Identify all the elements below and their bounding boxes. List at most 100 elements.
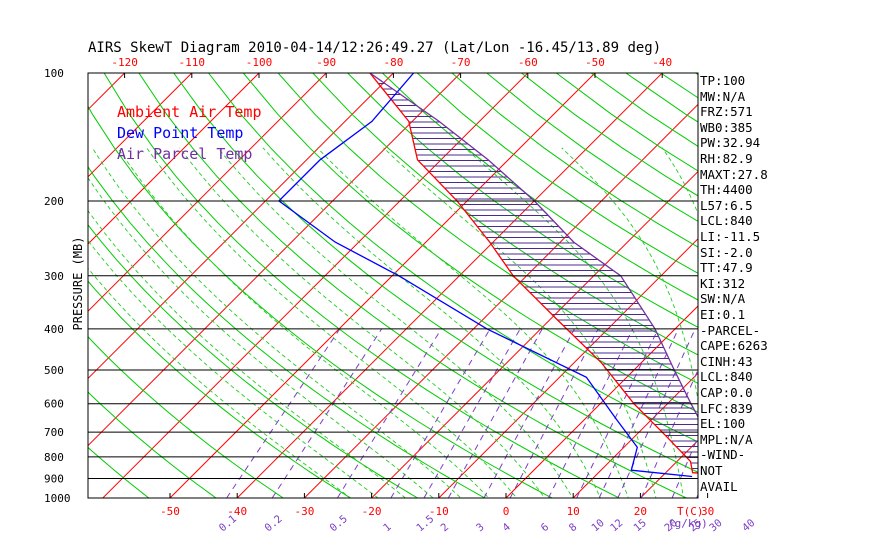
index-entry: LFC:839	[700, 400, 753, 416]
parcel-temp-profile	[369, 73, 698, 419]
bottom-temp-tick-label: -40	[227, 505, 247, 518]
dry-adiabat-line	[242, 73, 698, 413]
mixing-ratio-tick-label: 3	[474, 521, 487, 534]
bottom-temp-tick-label: -30	[294, 505, 314, 518]
mixing-ratio-line	[750, 329, 813, 498]
top-temp-tick-label: -60	[518, 56, 538, 69]
dry-adiabat-line	[835, 73, 870, 507]
dry-adiabat-line	[347, 73, 698, 328]
bottom-temp-tick-label: 20	[634, 505, 647, 518]
legend-entry: Dew Point Temp	[117, 124, 243, 142]
index-entry: WB0:385	[700, 119, 753, 135]
index-entry: -PARCEL-	[700, 322, 761, 338]
bottom-temp-tick-label: -10	[429, 505, 449, 518]
index-entry: CAP:0.0	[700, 385, 753, 400]
mixing-ratio-line	[547, 328, 634, 498]
isotherm-line	[88, 73, 193, 178]
mixing-ratio-tick-label: 1	[381, 521, 394, 534]
top-temp-tick-label: -80	[383, 56, 403, 69]
moist-adiabat-line	[217, 147, 574, 498]
bottom-temp-tick-label: -50	[160, 505, 180, 518]
mixing-ratio-line	[226, 328, 341, 498]
dry-adiabat-line	[800, 73, 870, 507]
index-entry: MPL:N/A	[700, 431, 753, 447]
isotherm-line	[505, 305, 698, 498]
index-entry: SW:N/A	[700, 291, 746, 307]
top-temp-tick-label: -100	[246, 56, 273, 69]
index-entry: L57:6.5	[700, 197, 753, 213]
pressure-tick-label: 400	[44, 323, 64, 336]
mixing-ratio-tick-label: 8	[567, 521, 580, 534]
isotherm-line	[438, 238, 698, 498]
pressure-tick-label: 500	[44, 364, 64, 377]
dry-adiabat-line	[312, 73, 698, 356]
moist-adiabat-line	[262, 147, 601, 498]
legend-entry: Ambient Air Temp	[117, 103, 262, 121]
dry-adiabat-line	[416, 73, 698, 274]
dewpoint-temp-profile	[277, 73, 693, 478]
mixing-ratio-tick-label: 30	[707, 517, 724, 534]
dry-adiabat-line	[382, 73, 698, 301]
mixing-ratio-tick-label: 6	[539, 521, 552, 534]
index-entry: SI:-2.0	[700, 244, 753, 260]
top-temp-tick-label: -70	[451, 56, 471, 69]
dry-adiabat-line	[765, 73, 870, 507]
index-entry: FRZ:571	[700, 104, 753, 120]
pressure-tick-label: 900	[44, 473, 64, 486]
mixing-ratio-tick-label: 10	[589, 517, 606, 534]
ambient-temp-profile	[369, 73, 698, 474]
dry-adiabat-line	[88, 280, 352, 498]
dry-adiabat-line	[208, 73, 698, 443]
moist-adiabat-line	[383, 147, 657, 498]
dry-adiabat-line	[88, 446, 150, 498]
mixing-ratio-tick-label: 15	[631, 517, 648, 534]
bottom-temp-tick-label: 10	[567, 505, 580, 518]
index-entry: EL:100	[700, 416, 746, 432]
pressure-tick-label: 300	[44, 270, 64, 283]
bottom-temp-tick-label: 0	[503, 505, 510, 518]
dry-adiabat-line	[88, 391, 217, 498]
bottom-axis-unit-label: T(C)	[677, 505, 704, 518]
isotherm-line	[572, 372, 698, 498]
mixing-ratio-unit-label: (g/kg)	[668, 517, 708, 530]
pressure-tick-label: 100	[44, 67, 64, 80]
index-entry: LCL:840	[700, 213, 753, 229]
isotherm-line	[88, 73, 394, 380]
isotherm-line	[371, 170, 698, 498]
dry-adiabat-line	[88, 166, 486, 498]
index-entry: TT:47.9	[700, 260, 753, 276]
mixing-ratio-line	[576, 328, 659, 498]
y-axis-label: PRESSURE (MB)	[71, 237, 85, 331]
mixing-ratio-tick-label: 0.5	[328, 513, 350, 534]
isotherm-line	[842, 73, 870, 498]
mixing-ratio-line	[483, 328, 575, 498]
moist-adiabat-line	[88, 209, 407, 498]
dry-adiabat-line	[486, 73, 698, 222]
index-entry: CAPE:6263	[700, 338, 768, 354]
pressure-tick-label: 1000	[44, 492, 71, 505]
dry-adiabat-line	[138, 73, 688, 498]
top-temp-tick-label: -50	[585, 56, 605, 69]
index-entry: AVAIL	[700, 478, 738, 494]
index-entry: NOT	[700, 463, 723, 478]
index-entry: LI:-11.5	[700, 229, 761, 244]
index-entry: TH:4400	[700, 182, 753, 198]
mixing-ratio-tick-label: 0.2	[262, 513, 284, 534]
pressure-tick-label: 700	[44, 426, 64, 439]
isotherm-line	[88, 73, 260, 245]
index-entry: RH:82.9	[700, 151, 753, 166]
top-temp-tick-label: -40	[652, 56, 672, 69]
top-temp-tick-label: -110	[179, 56, 206, 69]
moist-adiabat-line	[88, 176, 434, 498]
mixing-ratio-tick-label: 4	[500, 521, 513, 534]
mixing-ratio-line	[509, 328, 599, 498]
bottom-temp-tick-label: -20	[362, 505, 382, 518]
isotherm-line	[88, 73, 461, 447]
pressure-tick-label: 200	[44, 195, 64, 208]
mixing-ratio-line	[271, 328, 383, 498]
isotherm-line	[88, 73, 327, 312]
moist-adiabat-line	[464, 147, 685, 498]
dry-adiabat-line	[88, 105, 554, 498]
index-entry: -WIND-	[700, 447, 746, 463]
